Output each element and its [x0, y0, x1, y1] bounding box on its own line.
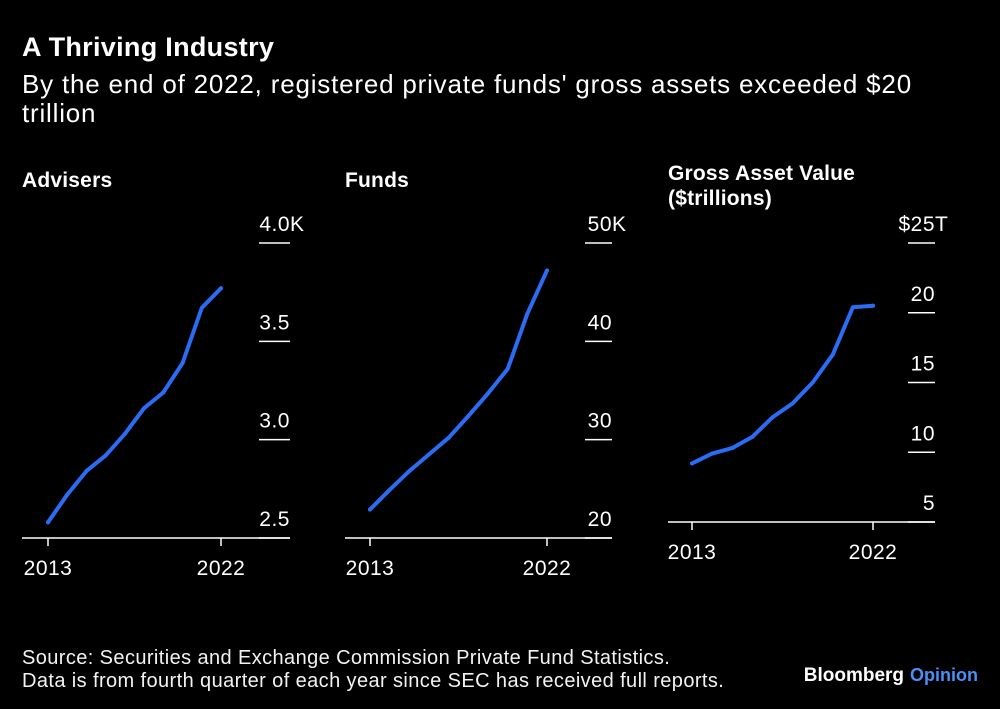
panel-title-funds: Funds: [345, 169, 409, 192]
data-point: [199, 305, 204, 310]
data-point: [103, 453, 108, 458]
data-point: [427, 452, 431, 457]
data-point: [180, 361, 185, 365]
data-point: [122, 431, 127, 436]
x-tick-label: 2013: [346, 557, 395, 580]
data-point: [730, 446, 735, 451]
data-point: [161, 390, 166, 395]
data-point: [387, 487, 392, 492]
data-point: [65, 492, 70, 497]
chart-subtitle: By the end of 2022, registered private f…: [22, 69, 912, 128]
y-tick-label: 30: [588, 410, 612, 433]
panel-funds: 20 30 40 50K 2013 2022: [345, 213, 627, 580]
x-tick-label: 2013: [24, 557, 73, 580]
y-tick-label: 5: [923, 492, 935, 515]
panel-title-advisers: Advisers: [22, 169, 113, 192]
data-point: [446, 435, 451, 440]
data-point: [368, 507, 372, 512]
data-point: [219, 286, 223, 291]
data-point: [871, 303, 875, 308]
panel-title-gross-asset-value: Gross Asset Value ($trillions): [668, 162, 856, 210]
x-tick-label: 2022: [523, 557, 572, 580]
y-tick-label: $25T: [898, 213, 948, 236]
y-tick-label: 40: [588, 311, 612, 334]
data-point: [84, 469, 89, 474]
y-tick-label: 20: [911, 283, 935, 306]
data-point: [46, 520, 50, 525]
data-point: [690, 461, 694, 466]
y-tick-label: 20: [588, 508, 612, 531]
bloomberg-opinion-logo: Bloomberg Opinion: [804, 664, 978, 688]
data-point: [525, 311, 530, 316]
y-tick-label: 3.5: [259, 311, 290, 334]
x-tick-label: 2022: [197, 557, 246, 580]
logo-opinion: Opinion: [910, 665, 978, 685]
data-point: [810, 380, 815, 385]
series-line: [46, 286, 223, 525]
y-tick-label: 4.0K: [259, 213, 304, 236]
x-tick-label: 2013: [668, 541, 717, 564]
y-tick-label: 3.0: [259, 410, 290, 433]
y-tick-label: 2.5: [259, 508, 290, 531]
data-point: [710, 451, 715, 456]
data-point: [790, 401, 795, 406]
data-point: [830, 352, 835, 357]
data-point: [142, 406, 147, 411]
y-tick-label: 10: [911, 422, 935, 445]
data-point: [407, 469, 412, 474]
logo-bloomberg: Bloomberg: [803, 665, 905, 686]
panel-advisers: 2.5 3.0 3.5 4.0K 2013 2022: [22, 213, 304, 580]
x-tick-label: 2022: [849, 541, 898, 564]
data-point: [850, 305, 855, 310]
data-note: Data is from fourth quarter of each year…: [22, 670, 725, 692]
panel-gross-asset-value: 5 10 15 20 $25T 2013 2022: [668, 213, 948, 564]
data-point: [770, 415, 775, 420]
chart-title: A Thriving Industry: [22, 32, 275, 62]
data-point: [505, 366, 510, 371]
data-point: [750, 434, 755, 439]
source-note: Source: Securities and Exchange Commissi…: [22, 647, 671, 669]
data-point: [466, 414, 471, 419]
data-point: [486, 391, 490, 396]
y-tick-label: 50K: [588, 213, 627, 236]
y-tick-label: 15: [911, 353, 935, 376]
series-line: [368, 268, 549, 512]
series-line: [690, 303, 875, 466]
data-point: [545, 268, 549, 273]
